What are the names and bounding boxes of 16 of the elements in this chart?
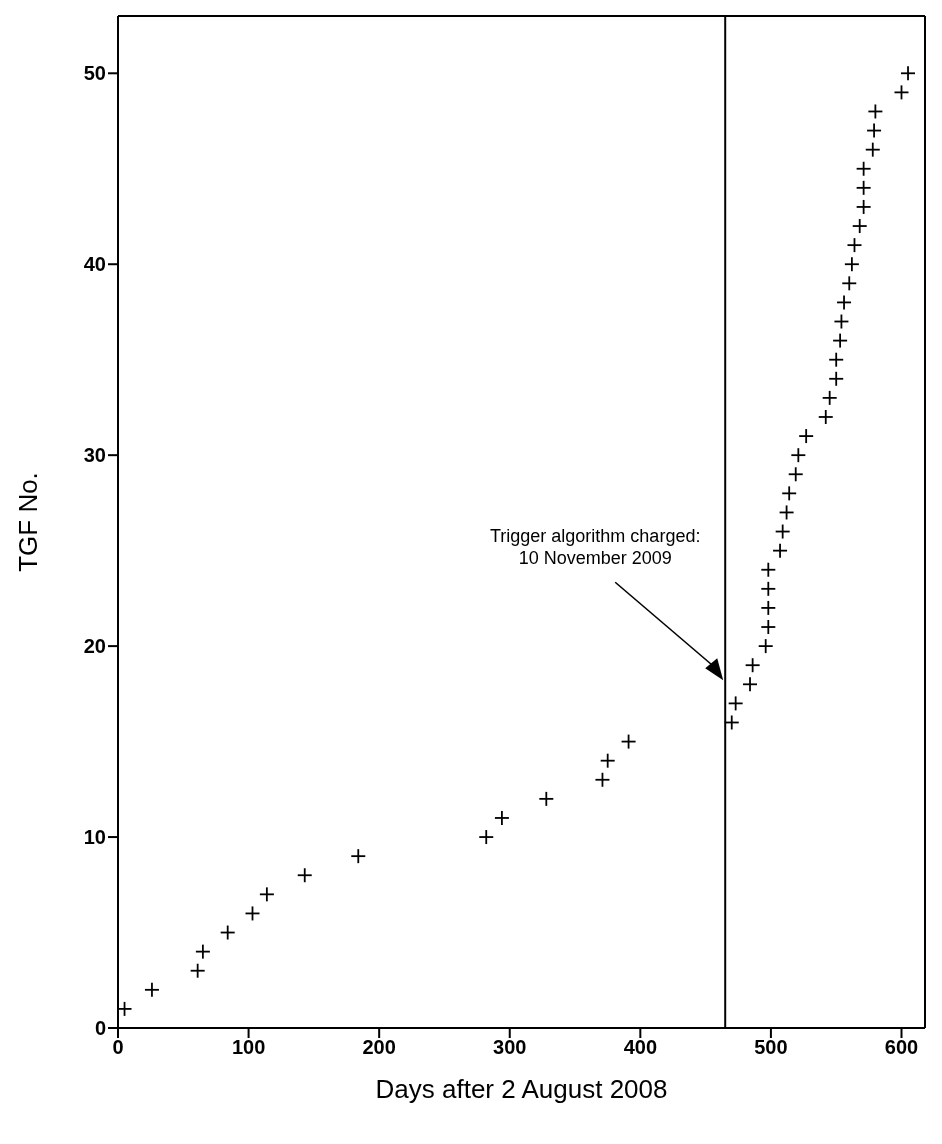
y-tick-label: 20 bbox=[83, 635, 106, 658]
annotation: Trigger algorithm charged: 10 November 2009 bbox=[489, 526, 701, 569]
x-tick-label: 200 bbox=[362, 1036, 396, 1059]
x-tick-label: 0 bbox=[112, 1036, 124, 1059]
y-tick-label: 0 bbox=[94, 1017, 106, 1040]
x-tick-label: 400 bbox=[623, 1036, 658, 1059]
x-axis-title: Days after 2 August 2008 bbox=[375, 1074, 668, 1104]
y-tick-label: 30 bbox=[83, 444, 106, 467]
y-tick-label: 40 bbox=[83, 253, 106, 276]
x-tick-label: 600 bbox=[884, 1036, 919, 1059]
x-tick-label: 300 bbox=[493, 1036, 527, 1059]
y-tick-label: 10 bbox=[83, 826, 106, 849]
x-tick-label: 100 bbox=[231, 1036, 266, 1059]
x-tick-label: 500 bbox=[754, 1036, 788, 1059]
y-axis-title: TGF No. bbox=[13, 472, 44, 572]
y-tick-label: 50 bbox=[83, 62, 106, 85]
